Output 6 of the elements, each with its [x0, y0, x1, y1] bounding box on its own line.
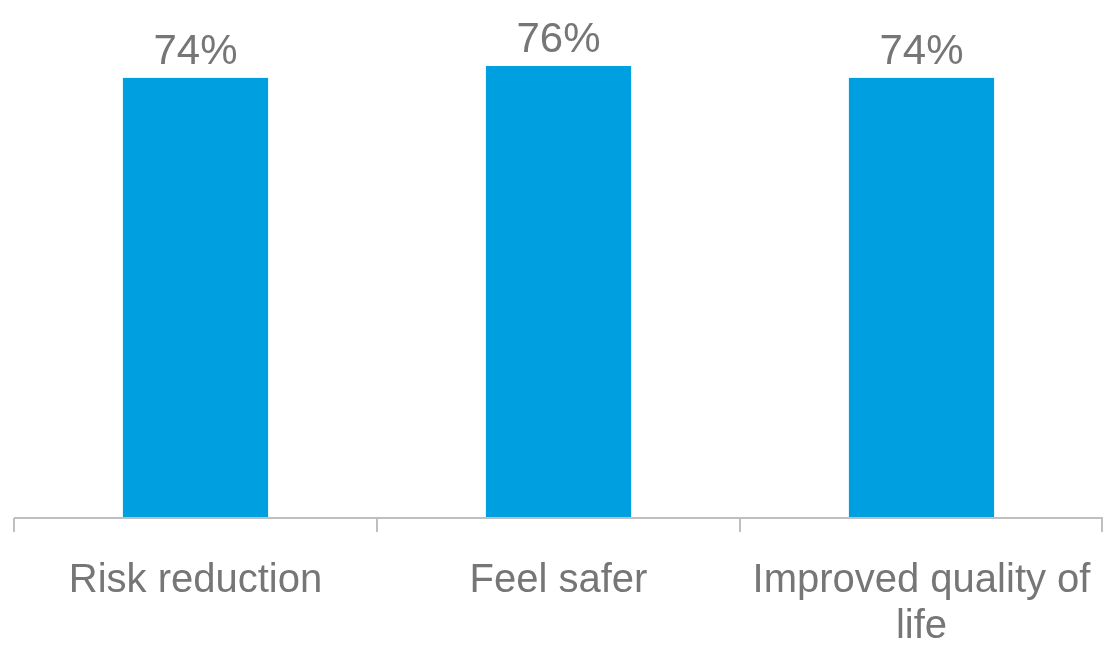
data-label: 76% — [516, 14, 601, 61]
data-label: 74% — [153, 25, 238, 73]
x-tick-label: Feel safer — [469, 556, 648, 600]
x-tick-label: Improved quality of life — [752, 556, 1092, 646]
data-label: 74% — [879, 25, 964, 73]
x-tick-label: Risk reduction — [68, 556, 323, 600]
